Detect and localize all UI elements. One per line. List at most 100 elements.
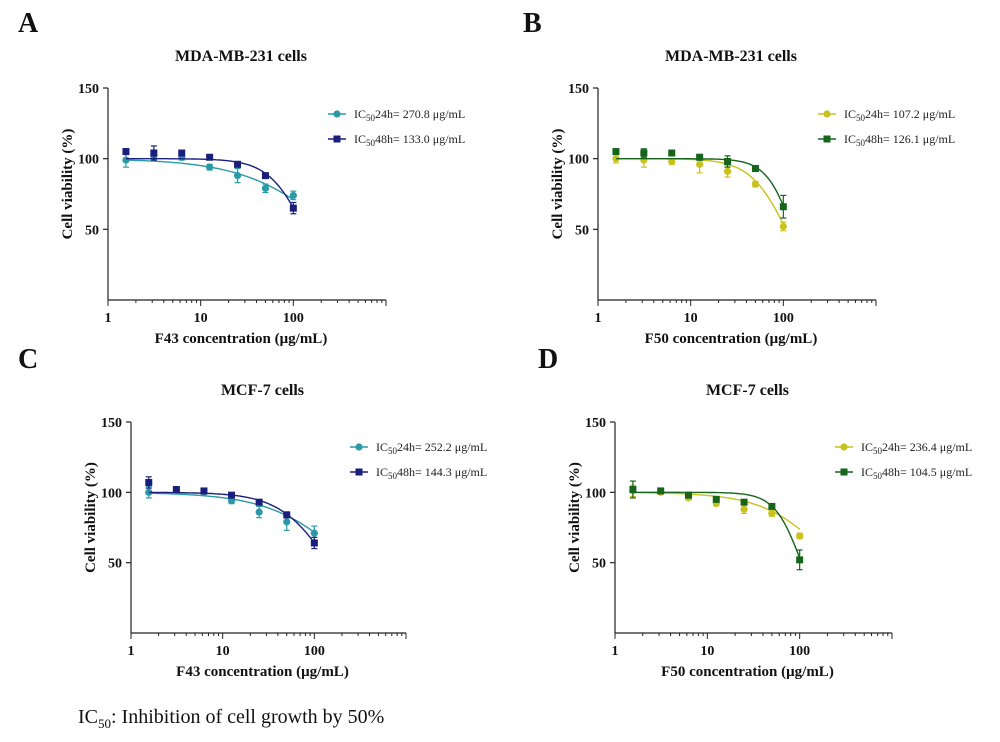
data-point [228, 491, 236, 499]
data-point [122, 156, 130, 164]
data-point [684, 491, 692, 499]
chart-title: MCF-7 cells [221, 382, 304, 399]
data-point [178, 149, 186, 157]
legend-label: IC5024h= 107.2 μg/mL [844, 107, 955, 123]
legend-marker [333, 135, 341, 143]
data-point [206, 153, 214, 161]
data-point [740, 505, 748, 513]
x-tick-label: 1 [105, 311, 112, 326]
x-tick-label: 1 [128, 644, 135, 659]
y-axis-label: Cell viability (%) [83, 462, 99, 573]
footnote-ic: IC [78, 706, 98, 728]
chart-panel-a: A MDA-MB-231 cells 50 100 150 1 10 100 F43 conce… [18, 8, 465, 347]
data-point [261, 172, 269, 180]
footnote: IC50: Inhibition of cell growth by 50% [78, 706, 384, 732]
legend-label: IC5024h= 270.8 μg/mL [354, 107, 465, 123]
series-48h [145, 476, 318, 550]
data-point [751, 165, 759, 173]
data-point [289, 204, 297, 212]
chart-title: MCF-7 cells [706, 382, 789, 399]
data-point [227, 497, 236, 505]
data-point [668, 157, 676, 166]
legend-marker [823, 110, 831, 118]
data-point [234, 160, 242, 168]
legend-label: IC5024h= 236.4 μg/mL [861, 440, 972, 456]
panel-letter: B [523, 8, 542, 39]
x-tick-label: 100 [304, 644, 325, 659]
chart-title: MDA-MB-231 cells [175, 48, 307, 65]
chart-title: MDA-MB-231 cells [665, 48, 797, 65]
data-point [768, 509, 776, 518]
x-tick-label: 1 [612, 644, 619, 659]
legend-label: IC5048h= 144.3 μg/mL [376, 465, 487, 481]
data-point [200, 487, 208, 495]
data-point [668, 149, 676, 157]
series-48h [629, 480, 804, 571]
panel-letter: C [18, 344, 38, 375]
data-point [233, 172, 242, 180]
y-axis-label: Cell viability (%) [567, 462, 583, 573]
chart-panel-b: B MDA-MB-231 cells 50 100 150 1 10 100 F50 conce… [523, 8, 955, 347]
legend-label: IC5048h= 126.1 μg/mL [844, 132, 955, 148]
data-point [712, 495, 720, 503]
data-point [172, 486, 180, 494]
legend-entry-48h: IC5048h= 126.1 μg/mL [818, 132, 955, 148]
series-48h [122, 145, 297, 215]
x-tick-label: 10 [216, 644, 230, 659]
legend-entry-24h: IC5024h= 236.4 μg/mL [835, 440, 972, 456]
y-tick-label: 50 [85, 223, 99, 238]
data-point [255, 508, 263, 516]
x-axis-label: F43 concentration (μg/mL) [176, 664, 349, 680]
x-tick-label: 100 [789, 644, 810, 659]
footnote-ic-subscript: 50 [98, 716, 111, 731]
data-point [145, 488, 153, 496]
y-axis-label: Cell viability (%) [550, 129, 566, 240]
legend-marker [840, 468, 848, 476]
x-tick-label: 10 [684, 311, 698, 326]
legend-marker [355, 468, 363, 476]
data-point [145, 478, 153, 486]
chart-panel-c: C MCF-7 cells 50 100 150 1 10 100 F43 concentrat… [18, 344, 487, 680]
data-point [629, 486, 637, 494]
legend-entry-48h: IC5048h= 104.5 μg/mL [835, 465, 972, 481]
legend-marker [840, 443, 848, 451]
y-tick-label: 150 [585, 416, 606, 431]
x-axis-label: F43 concentration (μg/mL) [155, 331, 328, 347]
legend-entry-48h: IC5048h= 133.0 μg/mL [328, 132, 465, 148]
data-point [150, 149, 158, 157]
x-axis-label: F50 concentration (μg/mL) [661, 664, 834, 680]
x-axis-label: F50 concentration (μg/mL) [645, 331, 818, 347]
panel-letter: A [18, 8, 39, 39]
y-tick-label: 100 [568, 153, 589, 168]
data-point [796, 532, 804, 540]
data-point [283, 511, 291, 519]
legend-entry-48h: IC5048h= 144.3 μg/mL [350, 465, 487, 481]
data-point [283, 518, 291, 526]
data-point [779, 203, 787, 211]
data-point [796, 556, 804, 564]
legend-label: IC5048h= 133.0 μg/mL [354, 132, 465, 148]
data-point [612, 148, 620, 156]
data-point [724, 157, 732, 165]
data-point [740, 498, 748, 506]
chart-panel-d: D MCF-7 cells 50 100 150 1 10 100 F50 concentrat… [538, 344, 972, 680]
x-tick-label: 100 [773, 311, 794, 326]
footnote-text: : Inhibition of cell growth by 50% [111, 706, 385, 728]
series-48h [612, 148, 787, 219]
data-point [310, 529, 318, 537]
series-24h [612, 152, 787, 232]
data-point [723, 167, 732, 175]
legend-label: IC5024h= 252.2 μg/mL [376, 440, 487, 456]
y-tick-label: 50 [108, 557, 122, 572]
data-point [122, 148, 130, 156]
data-point [206, 163, 214, 171]
panel-letter: D [538, 344, 558, 375]
y-tick-label: 50 [592, 557, 606, 572]
x-tick-label: 100 [283, 311, 304, 326]
data-point [612, 155, 620, 163]
data-point [768, 502, 776, 510]
y-tick-label: 50 [575, 223, 589, 238]
legend-entry-24h: IC5024h= 252.2 μg/mL [350, 440, 487, 456]
data-point [261, 184, 270, 192]
data-point [657, 487, 665, 495]
